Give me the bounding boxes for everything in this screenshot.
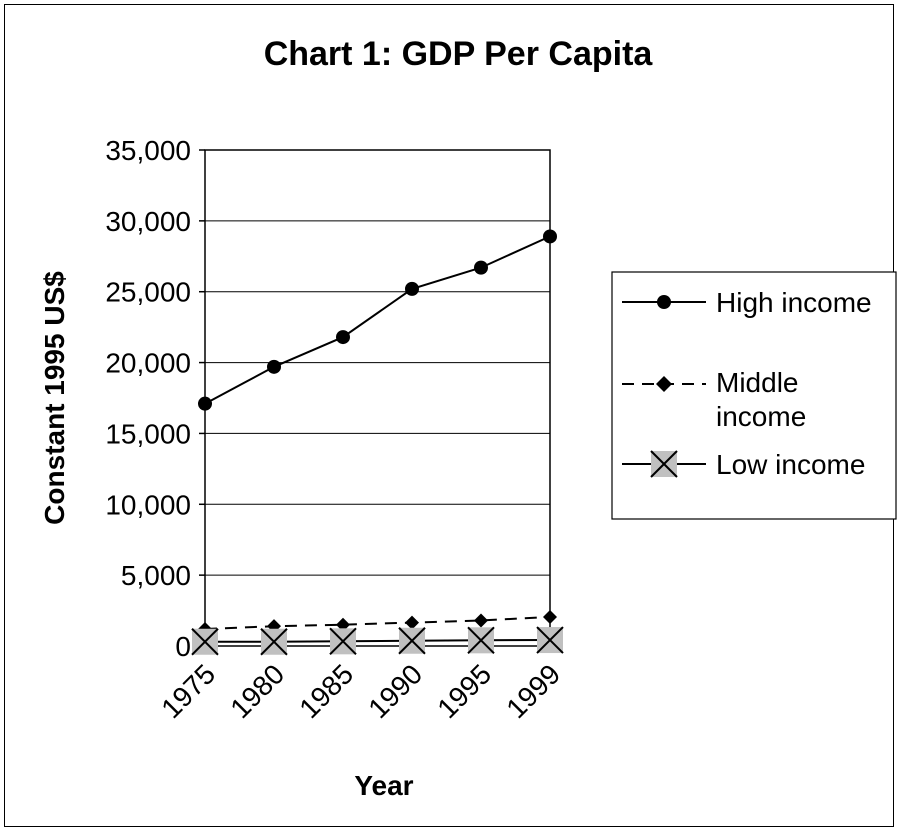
point-circle — [405, 281, 419, 296]
point-x-box — [329, 627, 357, 656]
legend-marker-circle — [657, 295, 671, 309]
point-circle — [474, 260, 488, 275]
chart-title: Chart 1: GDP Per Capita — [264, 35, 654, 73]
legend-label-middle-1: Middle — [716, 367, 798, 398]
x-tick-label: 1999 — [500, 658, 566, 724]
legend-box — [611, 271, 897, 520]
y-tick-label: 25,000 — [105, 277, 191, 308]
series-line — [205, 639, 551, 643]
point-circle — [198, 396, 212, 411]
point-diamond — [405, 615, 419, 630]
point-x-box — [536, 626, 564, 654]
x-tick-label: 1980 — [224, 658, 290, 724]
x-tick-label: 1985 — [293, 658, 359, 724]
y-tick-label: 35,000 — [105, 135, 191, 166]
legend: High income Middle income Low income — [611, 271, 897, 520]
series-line — [204, 235, 551, 405]
legend-label-high: High income — [716, 287, 872, 318]
legend-marker-diamond — [656, 376, 672, 392]
point-circle — [543, 229, 557, 244]
legend-label-low: Low income — [716, 449, 865, 480]
x-tick-labels: 1975 1980 1985 1990 1995 1999 — [155, 646, 566, 724]
point-x-box — [191, 628, 219, 656]
x-tick-label: 1995 — [431, 658, 497, 724]
y-tick-label: 30,000 — [105, 206, 191, 237]
gridlines — [199, 149, 550, 647]
legend-marker-x-box — [650, 450, 678, 478]
point-x-box — [398, 627, 426, 655]
y-tick-label: 20,000 — [105, 348, 191, 379]
point-x-box — [467, 626, 495, 655]
point-diamond — [474, 613, 488, 628]
x-tick-label: 1975 — [155, 658, 221, 724]
point-circle — [267, 359, 281, 374]
y-tick-label: 0 — [175, 631, 191, 662]
y-axis-label: Constant 1995 US$ — [39, 271, 70, 525]
point-circle — [336, 330, 350, 345]
point-x-box — [260, 628, 288, 656]
point-diamond — [543, 609, 557, 624]
point-diamond — [336, 617, 350, 632]
series-line — [204, 615, 551, 630]
x-axis-label: Year — [354, 770, 413, 801]
series-lines — [191, 229, 564, 656]
x-tick-label: 1990 — [362, 658, 428, 724]
legend-label-middle-2: income — [716, 401, 806, 432]
y-tick-label: 5,000 — [121, 560, 191, 591]
plot-area — [204, 149, 551, 647]
y-tick-labels: 0 5,000 10,000 15,000 20,000 25,000 30,000 35,0… — [105, 135, 191, 662]
y-tick-label: 10,000 — [105, 489, 191, 520]
y-tick-label: 15,000 — [105, 418, 191, 449]
